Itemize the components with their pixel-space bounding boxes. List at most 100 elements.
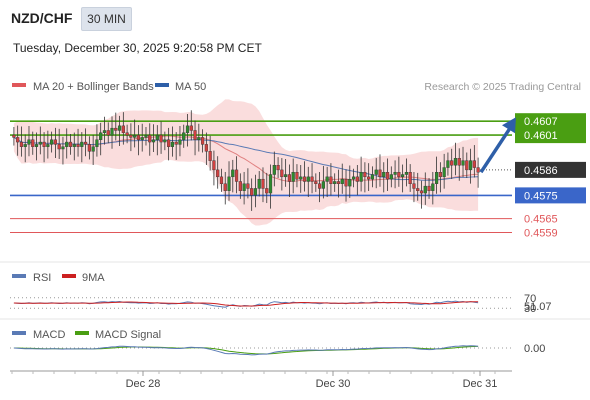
candle-body xyxy=(412,183,416,189)
candle-body xyxy=(438,172,442,178)
candle-body xyxy=(427,185,431,191)
candle-body xyxy=(204,144,208,152)
rsi-legend-label: RSI xyxy=(33,272,51,284)
candle-body xyxy=(408,172,412,184)
candle-body xyxy=(329,176,333,184)
candle-body xyxy=(351,176,356,180)
candle-body xyxy=(227,176,231,191)
candle-body xyxy=(68,141,73,147)
candle-body xyxy=(472,160,476,168)
resistance-level-box xyxy=(515,113,586,130)
candle-body xyxy=(27,139,31,145)
forecast-arrow-head xyxy=(502,117,516,134)
candle-body xyxy=(114,127,118,131)
candle-body xyxy=(431,183,435,191)
candle-body xyxy=(31,139,35,147)
time-tick-label: Dec 31 xyxy=(463,378,498,390)
candle-body xyxy=(193,130,197,140)
candle-body xyxy=(121,125,125,133)
candle-body xyxy=(170,141,175,147)
candle-body xyxy=(95,139,99,147)
candle-body xyxy=(167,139,171,147)
candle-body xyxy=(76,144,80,147)
candle-body xyxy=(136,134,141,140)
candle-body xyxy=(253,188,258,196)
candle-body xyxy=(461,160,465,166)
rsi-tick-70: 70 xyxy=(524,293,536,305)
time-axis: Dec 28 Dec 30 Dec 31 xyxy=(10,370,512,390)
candle-body xyxy=(389,174,393,180)
candle-body xyxy=(223,183,227,191)
candle-body xyxy=(401,174,405,178)
candle-body xyxy=(163,139,167,143)
candle-body xyxy=(117,125,122,131)
candle-body xyxy=(340,178,344,184)
candle-body xyxy=(46,144,50,147)
candle-body xyxy=(468,160,473,171)
target-level-label: 0.4565 xyxy=(524,214,558,226)
ma20-legend-label: MA 20 + Bollinger Bands xyxy=(33,81,154,93)
candle-body xyxy=(151,139,156,143)
support-level-label: 0.4575 xyxy=(524,190,558,202)
candle-body xyxy=(189,125,193,131)
candle-body xyxy=(99,132,103,140)
candle-body xyxy=(83,141,88,145)
candle-body xyxy=(457,158,461,166)
rsi-ma-legend-label: 9MA xyxy=(82,272,105,284)
candle-body xyxy=(465,160,469,171)
candle-body xyxy=(61,146,65,150)
candle-body xyxy=(72,144,76,147)
candle-body xyxy=(261,178,265,189)
time-tick-label: Dec 28 xyxy=(126,378,161,390)
candle-body xyxy=(238,181,242,191)
candle-body xyxy=(182,132,186,140)
candle-body xyxy=(423,185,427,194)
candle-body xyxy=(200,137,205,145)
candle-body xyxy=(144,134,148,138)
candle-body xyxy=(16,137,20,143)
candle-body xyxy=(268,174,273,194)
candle-body xyxy=(393,172,397,175)
candle-body xyxy=(155,134,159,140)
macd-line xyxy=(13,345,479,356)
candle-body xyxy=(19,141,24,147)
resistance-level-label: 0.4601 xyxy=(524,130,558,142)
candle-body xyxy=(336,181,341,184)
candle-body xyxy=(367,176,371,180)
ma50-legend-label: MA 50 xyxy=(175,81,206,93)
candle-body xyxy=(453,158,458,166)
candle-body xyxy=(321,181,325,189)
candle-body xyxy=(246,183,250,189)
candle-body xyxy=(216,169,220,178)
candle-body xyxy=(257,178,261,189)
candle-body xyxy=(291,172,295,182)
candle-body xyxy=(382,172,386,178)
timeframe-button[interactable]: 30 MIN xyxy=(81,7,132,31)
candle-body xyxy=(374,169,378,175)
candle-body xyxy=(344,178,348,187)
last-price-box xyxy=(515,161,586,178)
macd-legend: MACD MACD Signal xyxy=(12,329,161,341)
candle-body xyxy=(325,176,329,182)
candle-body xyxy=(102,130,107,133)
candle-body xyxy=(91,146,95,152)
macd-signal-legend-label: MACD Signal xyxy=(95,329,161,341)
macd-plot: 0.00 xyxy=(10,343,545,356)
candle-body xyxy=(197,137,201,140)
candle-body xyxy=(416,188,420,191)
candle-body xyxy=(378,169,382,178)
candle-body xyxy=(159,134,163,143)
candle-body xyxy=(280,169,284,178)
candle-body xyxy=(397,172,401,178)
rsi-ma-line xyxy=(13,301,479,307)
candle-body xyxy=(348,178,352,187)
candle-body xyxy=(434,172,439,184)
candle-body xyxy=(442,167,446,178)
candle-body xyxy=(125,132,129,136)
candle-body xyxy=(333,181,337,184)
macd-legend-swatch xyxy=(12,331,26,335)
candle-body xyxy=(208,151,212,161)
last-price-label: 0.4586 xyxy=(524,165,558,177)
